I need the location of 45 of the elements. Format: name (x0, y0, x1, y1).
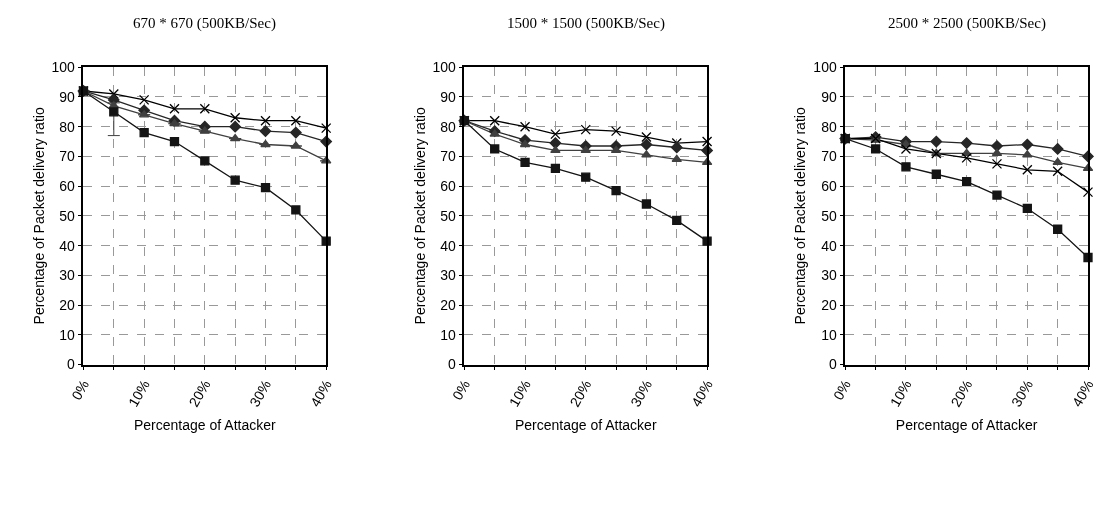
y-tick-label: 10 (821, 326, 837, 343)
y-tick-label: 60 (440, 178, 457, 195)
y-tick-label: 40 (821, 237, 837, 254)
y-tick-label: 10 (59, 326, 76, 343)
y-tick-label: 0 (448, 356, 457, 373)
y-axis-title: Percentage of Packet delivery ratio (411, 107, 428, 325)
chart-title: 670 * 670 (500KB/Sec) (133, 15, 276, 32)
y-tick-label: 90 (59, 88, 76, 105)
y-tick-label: 90 (440, 88, 457, 105)
y-tick-label: 70 (440, 148, 457, 165)
y-tick-label: 70 (59, 148, 76, 165)
y-tick-label: 10 (440, 326, 457, 343)
y-axis-title: Percentage of Packet delivery ratio (792, 107, 809, 325)
y-tick-label: 30 (440, 267, 457, 284)
y-tick-label: 100 (813, 59, 837, 76)
y-tick-label: 50 (59, 207, 76, 224)
chart-title: 1500 * 1500 (500KB/Sec) (507, 15, 665, 32)
y-tick-label: 30 (821, 267, 837, 284)
x-tick-label: 0% (68, 377, 93, 403)
x-tick-label: 0% (449, 377, 474, 403)
y-axis-title: Percentage of Packet delivery ratio (30, 107, 47, 325)
y-tick-label: 20 (440, 296, 457, 313)
y-tick-label: 30 (59, 267, 76, 284)
y-tick-label: 40 (440, 237, 457, 254)
y-tick-label: 40 (59, 237, 76, 254)
y-tick-label: 50 (821, 207, 837, 224)
y-tick-label: 80 (59, 118, 76, 135)
chart-title: 2500 * 2500 (500KB/Sec) (888, 15, 1046, 32)
y-tick-label: 100 (51, 59, 76, 76)
y-tick-label: 50 (440, 207, 457, 224)
y-tick-label: 60 (59, 178, 76, 195)
x-tick-label: 0% (829, 377, 854, 403)
y-tick-label: 70 (821, 148, 837, 165)
y-tick-label: 20 (821, 296, 837, 313)
y-tick-label: 20 (59, 296, 76, 313)
x-axis-title: Percentage of Attacker (895, 417, 1038, 434)
y-tick-label: 80 (440, 118, 457, 135)
y-tick-label: 80 (821, 118, 837, 135)
y-tick-label: 60 (821, 178, 837, 195)
x-axis-title: Percentage of Attacker (134, 417, 276, 434)
y-tick-label: 0 (828, 356, 837, 373)
y-tick-label: 0 (67, 356, 76, 373)
x-axis-title: Percentage of Attacker (514, 417, 657, 434)
y-tick-label: 100 (432, 59, 457, 76)
y-tick-label: 90 (821, 88, 837, 105)
